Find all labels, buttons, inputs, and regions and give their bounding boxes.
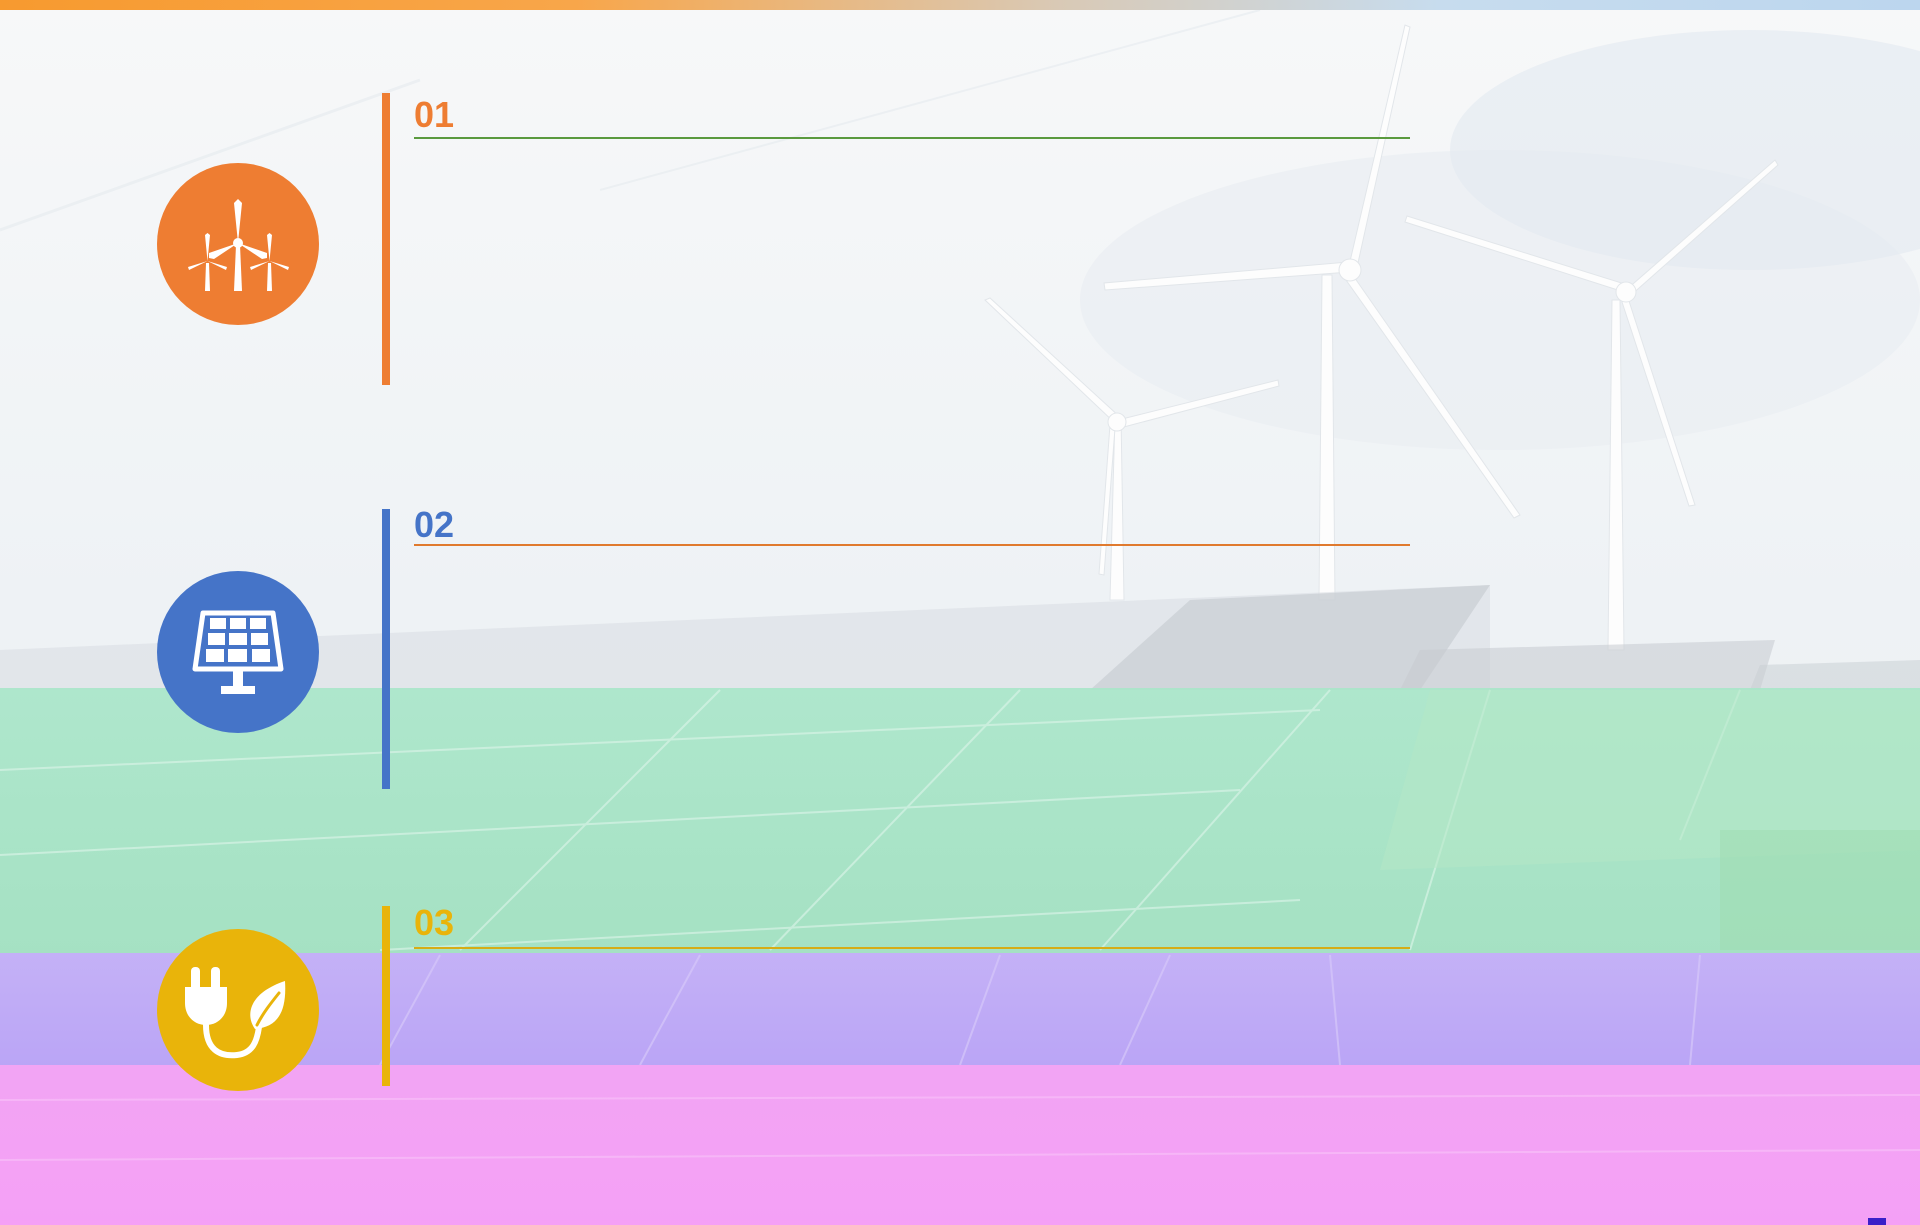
accent-bar	[382, 509, 390, 789]
item-number: 03	[414, 902, 455, 943]
divider-line	[414, 137, 1410, 139]
eco-plug-icon	[157, 929, 319, 1091]
divider-line	[414, 947, 1410, 949]
accent-bar	[382, 93, 390, 385]
divider-line	[414, 544, 1410, 546]
item-number: 02	[414, 504, 455, 545]
accent-bar	[382, 906, 390, 1086]
wind-turbine-icon	[157, 163, 319, 325]
top-gradient-bar	[0, 0, 1920, 10]
item-number: 01	[414, 94, 455, 135]
solar-panel-icon	[157, 571, 319, 733]
